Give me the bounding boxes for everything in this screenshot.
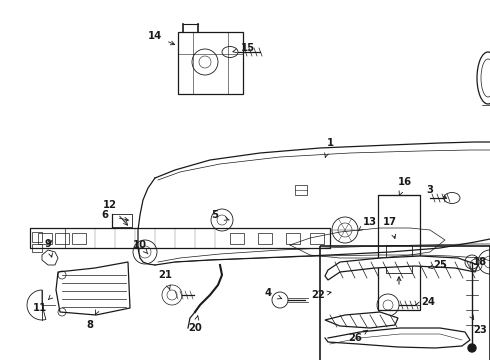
Bar xyxy=(30,228,65,248)
Text: 18: 18 xyxy=(473,257,487,267)
Bar xyxy=(378,195,420,310)
Text: 6: 6 xyxy=(101,210,108,220)
Bar xyxy=(72,233,86,244)
Text: 15: 15 xyxy=(241,43,255,53)
Bar xyxy=(320,246,490,360)
Text: 22: 22 xyxy=(311,290,325,300)
Bar xyxy=(32,232,42,242)
Bar xyxy=(30,228,330,248)
Bar xyxy=(112,214,132,227)
Polygon shape xyxy=(42,250,58,265)
Text: 5: 5 xyxy=(212,210,219,220)
Text: 17: 17 xyxy=(383,217,397,227)
Text: 14: 14 xyxy=(148,31,162,41)
Polygon shape xyxy=(56,262,130,315)
Text: 8: 8 xyxy=(87,320,94,330)
Bar xyxy=(38,233,52,244)
Bar xyxy=(286,233,300,244)
Bar xyxy=(32,244,42,252)
Bar xyxy=(55,233,69,244)
Bar xyxy=(386,245,412,273)
Text: 24: 24 xyxy=(421,297,435,307)
Bar xyxy=(310,233,324,244)
Text: 16: 16 xyxy=(398,177,412,187)
Text: 12: 12 xyxy=(103,200,117,210)
Text: 25: 25 xyxy=(433,260,447,270)
Text: 23: 23 xyxy=(473,325,487,335)
Circle shape xyxy=(468,344,476,352)
Text: 11: 11 xyxy=(33,303,47,313)
Text: 13: 13 xyxy=(363,217,377,227)
Text: 20: 20 xyxy=(188,323,202,333)
Text: 4: 4 xyxy=(265,288,271,298)
Bar xyxy=(295,185,307,195)
Text: 21: 21 xyxy=(158,270,172,280)
Bar xyxy=(178,32,243,94)
Text: 3: 3 xyxy=(427,185,434,195)
Bar xyxy=(230,233,244,244)
Text: 26: 26 xyxy=(348,333,362,343)
Text: 1: 1 xyxy=(326,138,334,148)
Text: 10: 10 xyxy=(133,240,147,250)
Text: 9: 9 xyxy=(45,239,51,249)
Polygon shape xyxy=(325,312,398,328)
Bar xyxy=(258,233,272,244)
Polygon shape xyxy=(325,256,478,280)
